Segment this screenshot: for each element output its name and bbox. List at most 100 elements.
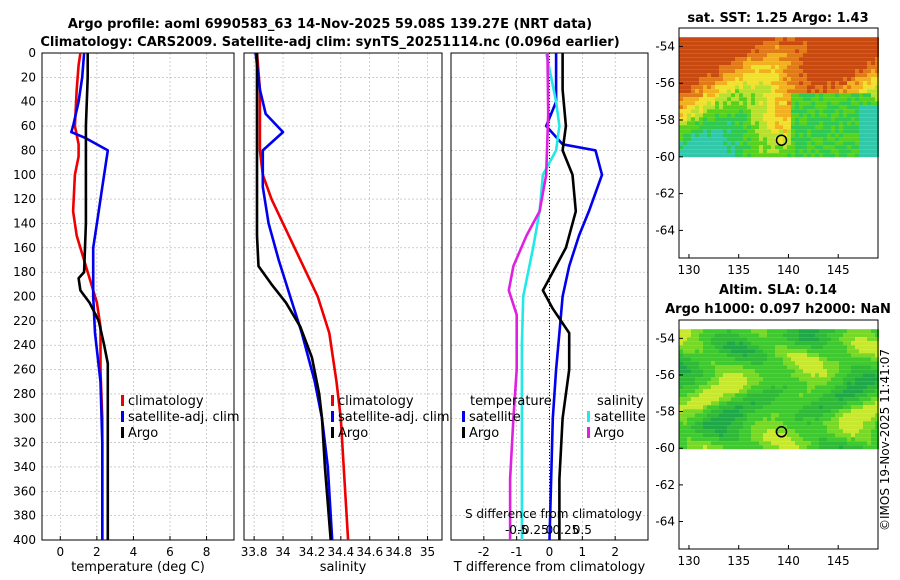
- sst-cell: [687, 41, 691, 46]
- sla-cell: [747, 373, 751, 378]
- sst-cell: [875, 53, 879, 58]
- sla-cell: [683, 381, 687, 386]
- sst-cell: [847, 105, 851, 110]
- sst-cell: [835, 121, 839, 126]
- sst-cell: [791, 85, 795, 90]
- sla-cell: [807, 333, 811, 338]
- sla-cell: [735, 441, 739, 446]
- sla-cell: [815, 417, 819, 422]
- sla-cell: [691, 357, 695, 362]
- sla-cell: [791, 381, 795, 386]
- sla-cell: [755, 353, 759, 358]
- sst-cell: [719, 69, 723, 74]
- sla-cell: [707, 437, 711, 442]
- sst-cell: [763, 93, 767, 98]
- sst-cell: [759, 89, 763, 94]
- sla-cell: [699, 441, 703, 446]
- sla-cell: [779, 361, 783, 366]
- sst-cell: [723, 109, 727, 114]
- sst-cell: [723, 153, 727, 158]
- sla-cell: [795, 357, 799, 362]
- sst-cell: [679, 141, 683, 146]
- sst-cell: [779, 49, 783, 54]
- sst-cell: [727, 121, 731, 126]
- sla-cell: [767, 353, 771, 358]
- sst-cell: [819, 85, 823, 90]
- sst-cell: [819, 109, 823, 114]
- sst-cell: [687, 77, 691, 82]
- sla-cell: [799, 425, 803, 430]
- sst-cell: [807, 37, 811, 42]
- sst-cell: [723, 89, 727, 94]
- sla-cell: [811, 385, 815, 390]
- sla-cell: [687, 381, 691, 386]
- sst-cell: [739, 109, 743, 114]
- sst-cell: [771, 69, 775, 74]
- sla-cell: [815, 401, 819, 406]
- sst-cell: [847, 53, 851, 58]
- sla-cell: [831, 445, 835, 450]
- sst-cell: [731, 61, 735, 66]
- sla-cell: [715, 361, 719, 366]
- sla-cell: [755, 413, 759, 418]
- sst-cell: [759, 101, 763, 106]
- sla-cell: [855, 381, 859, 386]
- sst-cell: [791, 137, 795, 142]
- sla-cell: [843, 433, 847, 438]
- sst-cell: [771, 65, 775, 70]
- sla-cell: [831, 345, 835, 350]
- sla-cell: [751, 429, 755, 434]
- sst-cell: [775, 45, 779, 50]
- sla-cell: [767, 381, 771, 386]
- sst-cell: [867, 141, 871, 146]
- sst-cell: [779, 61, 783, 66]
- sst-cell: [875, 109, 879, 114]
- sla-cell: [711, 409, 715, 414]
- sst-cell: [703, 61, 707, 66]
- sst-cell: [843, 141, 847, 146]
- sla-cell: [843, 417, 847, 422]
- sla-cell: [835, 345, 839, 350]
- sla-cell: [863, 341, 867, 346]
- sst-cell: [743, 61, 747, 66]
- sst-cell: [691, 145, 695, 150]
- sst-cell: [795, 69, 799, 74]
- sst-cell: [731, 45, 735, 50]
- sla-cell: [795, 409, 799, 414]
- sla-cell: [763, 421, 767, 426]
- sst-cell: [735, 97, 739, 102]
- sla-cell: [851, 417, 855, 422]
- sst-cell: [791, 93, 795, 98]
- sla-cell: [723, 397, 727, 402]
- sst-cell: [795, 117, 799, 122]
- sla-cell: [691, 345, 695, 350]
- sla-cell: [711, 405, 715, 410]
- sst-cell: [871, 61, 875, 66]
- sla-cell: [807, 409, 811, 414]
- sst-cell: [783, 93, 787, 98]
- sst-cell: [727, 101, 731, 106]
- sst-cell: [875, 145, 879, 150]
- sst-cell: [855, 133, 859, 138]
- sst-cell: [835, 129, 839, 134]
- sst-cell: [679, 153, 683, 158]
- sla-cell: [775, 345, 779, 350]
- sst-cell: [771, 97, 775, 102]
- sla-cell: [723, 385, 727, 390]
- sla-cell: [859, 413, 863, 418]
- sst-cell: [683, 81, 687, 86]
- sst-cell: [843, 65, 847, 70]
- sla-cell: [791, 341, 795, 346]
- sst-cell: [771, 41, 775, 46]
- sla-cell: [759, 369, 763, 374]
- sla-cell: [803, 405, 807, 410]
- sla-cell: [687, 341, 691, 346]
- sla-cell: [791, 353, 795, 358]
- sla-cell: [771, 333, 775, 338]
- sla-cell: [827, 333, 831, 338]
- sst-cell: [715, 133, 719, 138]
- sst-cell: [755, 145, 759, 150]
- sst-cell: [695, 85, 699, 90]
- sst-cell: [867, 89, 871, 94]
- sst-cell: [755, 153, 759, 158]
